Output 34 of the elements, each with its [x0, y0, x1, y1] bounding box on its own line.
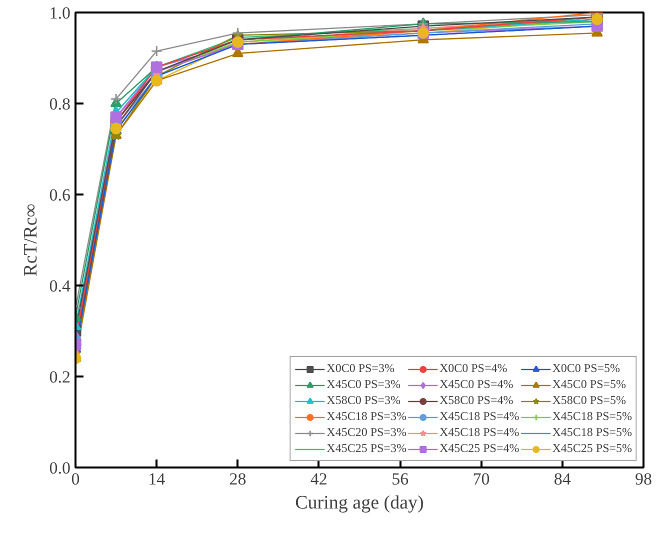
- legend-label: X45C18 PS=5%: [552, 425, 632, 440]
- legend-label: X45C25 PS=5%: [552, 441, 632, 456]
- legend-label: X45C0 PS=3%: [326, 377, 400, 392]
- legend-label: X45C18 PS=3%: [326, 409, 406, 424]
- x-tick-label: 42: [310, 470, 328, 488]
- y-axis-title: RcT/Rc∞: [20, 204, 42, 276]
- y-tick-label: 0.6: [49, 186, 70, 204]
- legend-label: X58C0 PS=3%: [326, 393, 400, 408]
- legend-label: X58C0 PS=5%: [552, 393, 626, 408]
- legend-label: X45C0 PS=5%: [552, 377, 626, 392]
- x-tick-label: 70: [472, 470, 490, 488]
- legend-label: X45C18 PS=4%: [439, 425, 520, 440]
- legend-label: X45C18 PS=5%: [552, 409, 632, 424]
- legend-label: X45C25 PS=3%: [326, 441, 406, 456]
- x-tick-label: 28: [229, 470, 246, 488]
- x-tick-label: 14: [148, 470, 166, 488]
- legend-label: X45C0 PS=4%: [439, 377, 514, 392]
- legend-label: X45C18 PS=4%: [439, 409, 520, 424]
- legend-label: X0C0 PS=3%: [326, 361, 394, 376]
- x-tick-label: 84: [554, 470, 572, 488]
- y-tick-label: 0.0: [49, 458, 70, 478]
- x-tick-label: 98: [635, 470, 652, 488]
- legend-label: X45C20 PS=3%: [326, 425, 406, 440]
- y-tick-label: 0.2: [49, 368, 70, 386]
- y-tick-label: 0.4: [49, 276, 71, 296]
- x-axis-title: Curing age (day): [295, 492, 424, 514]
- y-tick-label: 1.0: [49, 4, 70, 22]
- legend-label: X45C25 PS=4%: [439, 441, 520, 456]
- y-tick-label: 0.8: [49, 94, 70, 114]
- x-tick-label: 0: [71, 470, 80, 488]
- legend-label: X58C0 PS=4%: [439, 393, 514, 408]
- x-tick-label: 56: [392, 470, 409, 488]
- legend-label: X0C0 PS=5%: [552, 361, 620, 376]
- legend-label: X0C0 PS=4%: [439, 361, 508, 376]
